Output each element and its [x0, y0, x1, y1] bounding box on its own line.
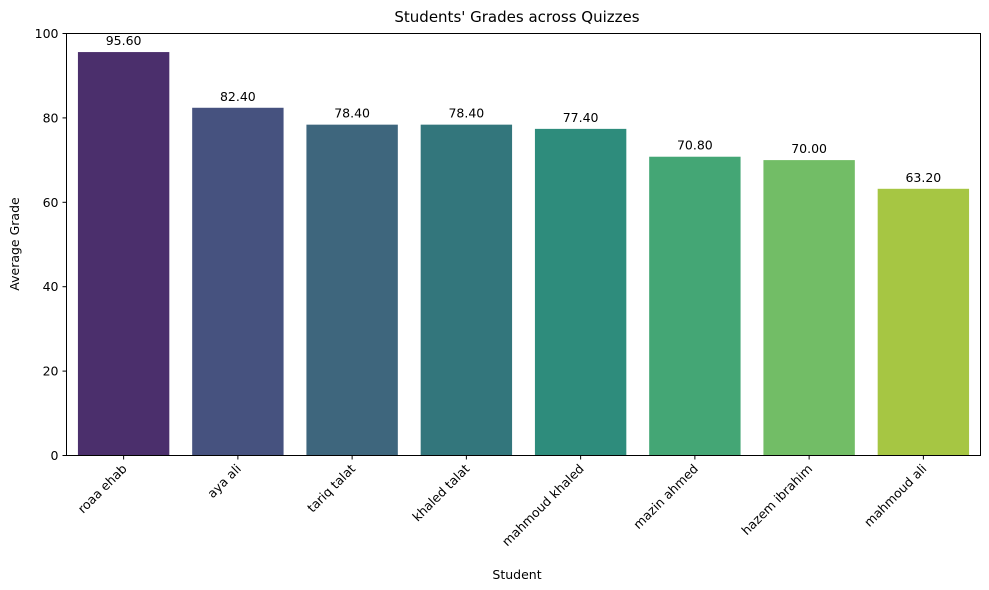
data-label: 78.40: [334, 106, 370, 121]
y-tick-label: 40: [43, 279, 59, 294]
x-tick-label: roaa ehab: [75, 461, 130, 516]
bar: [763, 160, 855, 456]
x-tick-label: aya ali: [204, 461, 244, 501]
data-label: 82.40: [220, 89, 256, 104]
bar: [534, 128, 627, 456]
x-tick-label: tariq talat: [304, 461, 358, 515]
x-tick-label: mahmoud khaled: [499, 461, 587, 549]
data-label: 63.20: [905, 170, 941, 185]
x-tick-label: mahmoud ali: [861, 461, 930, 530]
bar: [877, 188, 970, 456]
data-label: 78.40: [448, 106, 484, 121]
y-tick-label: 20: [43, 364, 59, 379]
bar: [192, 107, 284, 456]
y-axis: 0 20 40 60 80 100: [35, 26, 67, 463]
x-tick-label: mazin ahmed: [630, 461, 701, 532]
y-axis-label: Average Grade: [7, 197, 22, 291]
data-label: 77.40: [563, 110, 599, 125]
bar: [77, 52, 170, 456]
data-label: 70.80: [677, 138, 713, 153]
y-tick-label: 100: [35, 26, 59, 41]
data-label: 95.60: [106, 33, 142, 48]
bar: [649, 156, 741, 456]
bar: [306, 124, 398, 456]
x-tick-label: khaled talat: [409, 461, 472, 524]
x-axis-label: Student: [492, 567, 541, 582]
data-labels-group: 95.60 82.40 78.40 78.40 77.40 70.80 70.00 63.20: [106, 33, 942, 185]
y-tick-label: 60: [43, 195, 59, 210]
y-tick-label: 0: [51, 448, 59, 463]
x-tick-label: hazem ibrahim: [738, 461, 815, 538]
data-label: 70.00: [791, 141, 827, 156]
plot-frame: [66, 33, 981, 456]
bar: [420, 124, 513, 456]
x-axis: roaa ehab aya ali tariq talat khaled talat m…: [75, 455, 930, 549]
y-tick-label: 80: [43, 110, 59, 125]
bars-group: [77, 52, 970, 456]
chart-title: Students' Grades across Quizzes: [394, 8, 639, 26]
